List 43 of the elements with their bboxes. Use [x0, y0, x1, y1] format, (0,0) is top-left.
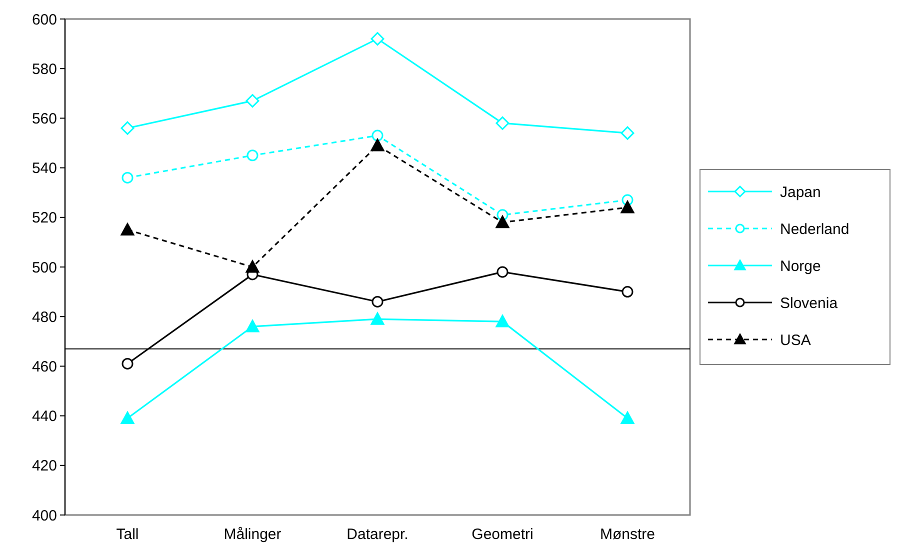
point	[622, 286, 634, 298]
point	[620, 412, 634, 424]
y-tick-label: 420	[32, 458, 57, 475]
x-tick-label: Datarepr.	[346, 526, 408, 543]
point	[120, 223, 134, 236]
legend-label: USA	[780, 332, 811, 349]
point	[246, 150, 258, 162]
y-tick-label: 540	[32, 160, 57, 178]
point	[120, 412, 134, 424]
point	[620, 200, 634, 214]
x-tick-label: Mønstre	[600, 526, 656, 543]
y-tick-label: 500	[32, 259, 57, 276]
y-tick-label: 460	[32, 358, 57, 376]
y-tick-label: 440	[32, 408, 57, 426]
y-tick-label: 560	[32, 110, 57, 128]
point	[370, 32, 384, 46]
x-tick-label: Geometri	[472, 526, 534, 543]
legend-label: Nederland	[780, 220, 850, 238]
y-tick-label: 580	[32, 60, 57, 78]
point	[246, 260, 260, 273]
point	[370, 138, 384, 152]
point	[246, 94, 260, 108]
point	[120, 121, 134, 135]
point	[370, 312, 384, 325]
x-tick-label: Tall	[116, 526, 139, 543]
legend-label: Slovenia	[780, 294, 838, 312]
y-tick-label: 520	[32, 210, 57, 227]
point	[496, 314, 510, 328]
legend-label: Japan	[780, 184, 821, 201]
y-tick-label: 400	[32, 507, 57, 524]
point	[122, 358, 134, 370]
legend-label: Norge	[780, 258, 821, 275]
point	[620, 126, 634, 140]
point	[496, 266, 508, 278]
x-tick-label: Målinger	[224, 526, 282, 543]
y-tick-label: 600	[32, 11, 57, 28]
y-tick-label: 480	[32, 308, 57, 326]
point	[246, 320, 260, 332]
point	[372, 130, 384, 142]
point	[372, 296, 384, 308]
point	[122, 172, 134, 184]
point	[496, 216, 510, 228]
point	[496, 116, 510, 130]
